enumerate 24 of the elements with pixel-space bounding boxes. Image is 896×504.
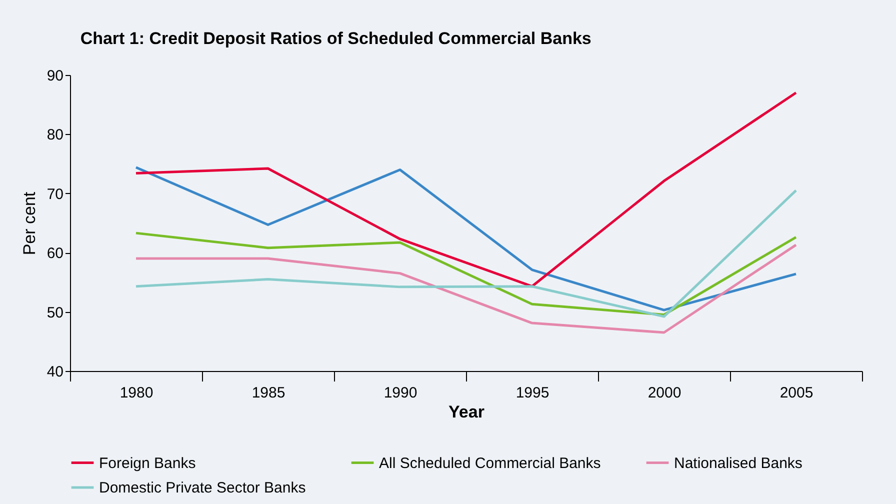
y-tick-label: 80: [46, 126, 64, 144]
line-series: [134, 189, 798, 318]
x-axis-title: Year: [448, 402, 485, 422]
x-tick-label: 2000: [648, 384, 682, 402]
legend-label: Domestic Private Sector Banks: [99, 480, 306, 496]
y-axis-title: Per cent: [20, 192, 39, 256]
chart-title: Chart 1: Credit Deposit Ratios of Scheduled Commercial Banks: [80, 29, 592, 48]
line-series: [134, 232, 798, 316]
line-series: [134, 244, 798, 334]
legend-label: Foreign Banks: [99, 454, 196, 472]
line-series: [134, 166, 798, 312]
x-tick-label: 1980: [120, 384, 154, 402]
y-tick-label: 70: [46, 186, 64, 203]
x-tick-label: 1985: [252, 384, 286, 402]
y-tick-label: 60: [46, 245, 64, 262]
x-tick-label: 1995: [516, 384, 550, 402]
y-tick-label: 90: [46, 68, 64, 84]
x-tick-label: 1990: [384, 384, 418, 402]
y-tick-label: 40: [46, 364, 64, 380]
line-series: [134, 92, 798, 288]
legend-label: Nationalised Banks: [674, 454, 802, 472]
legend-label: All Scheduled Commercial Banks: [379, 454, 601, 472]
y-tick-label: 50: [46, 304, 64, 322]
x-tick-label: 2005: [780, 384, 814, 402]
